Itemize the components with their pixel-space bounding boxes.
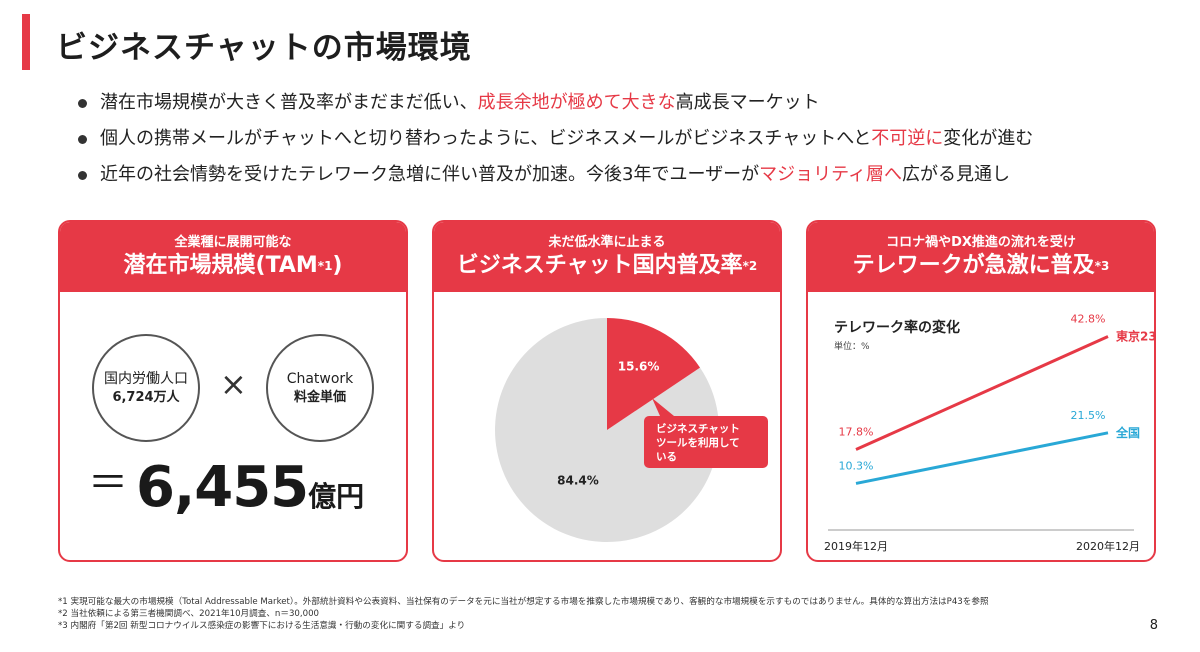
- bullet-highlight: 成長余地が極めて大きな: [477, 92, 676, 113]
- pie-value-label-chat: 15.6%: [618, 360, 660, 374]
- bullet-item: 近年の社会情勢を受けたテレワーク急増に伴い普及が加速。今後3年でユーザーがマジョ…: [76, 164, 1176, 200]
- card-subtitle: コロナ禍やDX推進の流れを受け: [886, 235, 1076, 250]
- card-title: テレワークが急激に普及*3: [852, 253, 1110, 278]
- card-header: 全業種に展開可能な 潜在市場規模(TAM*1): [60, 222, 406, 292]
- footnote: *1 実現可能な最大の市場規模（Total Addressable Market…: [58, 597, 989, 607]
- page-number: 8: [1149, 618, 1158, 633]
- card-header: 未だ低水準に止まる ビジネスチャット国内普及率*2: [434, 222, 780, 292]
- series-line-national: [855, 431, 1109, 485]
- data-label: 21.5%: [1071, 409, 1106, 422]
- footnote-mark: *2: [742, 259, 758, 273]
- callout-pointer: [652, 398, 674, 416]
- tam-card: 全業種に展開可能な 潜在市場規模(TAM*1) 国内労働人口 6,724万人 ×…: [58, 220, 408, 562]
- bullet-list: 潜在市場規模が大きく普及率がまだまだ低い、成長余地が極めて大きな高成長マーケット…: [76, 92, 1176, 200]
- multiply-sign: ×: [220, 365, 247, 403]
- footnote: *3 内閣府「第2回 新型コロナウイルス感染症の影響下における生活意識・行動の変…: [58, 621, 466, 631]
- card-header: コロナ禍やDX推進の流れを受け テレワークが急激に普及*3: [808, 222, 1154, 292]
- page-title: ビジネスチャットの市場環境: [56, 30, 472, 66]
- tam-value: 6,455: [136, 455, 309, 520]
- callout-line: ビジネスチャット: [656, 422, 740, 435]
- telework-card: コロナ禍やDX推進の流れを受け テレワークが急激に普及*3 テレワーク率の変化 …: [806, 220, 1156, 562]
- data-label: 42.8%: [1071, 313, 1106, 326]
- card-subtitle: 未だ低水準に止まる: [548, 235, 666, 250]
- x-tick-label: 2019年12月: [824, 539, 888, 553]
- penetration-card: 未だ低水準に止まる ビジネスチャット国内普及率*2 15.6% 84.4% ビジ…: [432, 220, 782, 562]
- footnote-mark: *1: [317, 259, 333, 273]
- chart-unit-label: 単位：%: [834, 340, 870, 352]
- footnote-mark: *3: [1094, 259, 1110, 273]
- pie-callout: ビジネスチャット ツールを利用して いる: [644, 398, 768, 468]
- series-line-tokyo: [855, 335, 1109, 451]
- pie-slice-chat: [607, 318, 701, 430]
- unit-price-circle: Chatwork 料金単価: [266, 334, 374, 442]
- title-accent-bar: [22, 14, 30, 70]
- data-label: 17.8%: [839, 426, 874, 439]
- bullet-highlight: 不可逆に: [871, 128, 944, 149]
- series-name-national: 全国: [1115, 425, 1140, 440]
- footnotes: *1 実現可能な最大の市場規模（Total Addressable Market…: [58, 596, 1138, 632]
- card-title: ビジネスチャット国内普及率*2: [456, 253, 758, 278]
- chart-title: テレワーク率の変化: [834, 319, 960, 336]
- pie-value-label-other: 84.4%: [557, 473, 599, 487]
- penetration-pie-chart: 15.6% 84.4% ビジネスチャット ツールを利用して いる: [495, 318, 768, 542]
- callout-line: ツールを利用して: [656, 436, 740, 449]
- data-label: 10.3%: [839, 459, 874, 472]
- tam-unit: 億円: [308, 480, 365, 513]
- callout-line: いる: [656, 451, 677, 463]
- telework-line-chart: テレワーク率の変化 単位：% 2019年12月 2020年12月 17.8% 4…: [824, 313, 1154, 553]
- labor-population-circle: 国内労働人口 6,724万人: [92, 334, 200, 442]
- footnote: *2 当社依頼による第三者機関調べ、2021年10月調査、n＝30,000: [58, 609, 320, 619]
- callout-box: [644, 416, 768, 468]
- bullet-item: 潜在市場規模が大きく普及率がまだまだ低い、成長余地が極めて大きな高成長マーケット: [76, 92, 1176, 128]
- series-name-tokyo: 東京23区: [1116, 329, 1154, 344]
- tam-total: ＝ 6,455億円: [88, 455, 365, 520]
- bullet-highlight: マジョリティ層へ: [759, 164, 903, 185]
- card-title: 潜在市場規模(TAM*1): [123, 253, 343, 278]
- x-tick-label: 2020年12月: [1076, 539, 1140, 553]
- card-subtitle: 全業種に展開可能な: [174, 235, 292, 250]
- bullet-item: 個人の携帯メールがチャットへと切り替わったように、ビジネスメールがビジネスチャッ…: [76, 128, 1176, 164]
